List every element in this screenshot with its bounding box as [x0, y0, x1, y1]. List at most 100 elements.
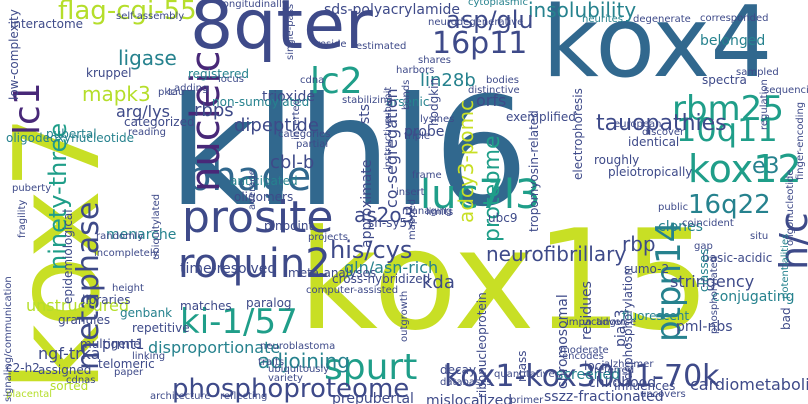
word-ubc9: ubc9	[488, 211, 518, 225]
word-adjoining: adjoining	[258, 349, 350, 373]
word-tauopathies: tauopathies	[596, 111, 727, 136]
word-genbank: genbank	[120, 306, 173, 320]
word-rbp: rbp	[622, 232, 656, 256]
word-cytoplasmic: cytoplasmic	[468, 0, 528, 8]
word-longitudinally: longitudinally	[220, 0, 288, 10]
word-traits: traits	[258, 357, 285, 368]
word-variety: variety	[268, 373, 303, 384]
word-finger-encoding: finger-encoding	[795, 101, 806, 180]
word-interactome: interactome	[10, 17, 84, 31]
word-primer: primer	[510, 395, 544, 404]
word-ngf-trka: ngf-trka	[38, 344, 101, 363]
word-chromosomal: chromosomal	[555, 294, 571, 389]
word-managing: managing	[402, 206, 453, 217]
word-influences: influences	[614, 379, 676, 393]
word-8qter: 8qter	[190, 0, 373, 65]
word-kox4: kox4	[542, 0, 773, 100]
word-public: public	[658, 202, 689, 213]
word-arsenic: arsenic	[386, 95, 430, 109]
word-mapk3: mapk3	[82, 82, 151, 106]
word-prmt1: prmt1	[102, 337, 145, 353]
word-ubiquitously: ubiquitously	[268, 364, 330, 375]
word-pkc: pkc	[158, 87, 176, 98]
word-frame: frame	[412, 170, 442, 181]
word-stringency: stringency	[670, 272, 755, 291]
word-pleiotropically: pleiotropically	[608, 165, 693, 179]
word-regulation: regulation	[759, 79, 770, 130]
word-randomly: randomly	[96, 231, 144, 242]
word-kruppel: kruppel	[86, 66, 132, 80]
word-tropomyosin-related: tropomyosin-related	[527, 110, 541, 232]
word-adverse: adverse	[596, 317, 637, 328]
word-exemplified: exemplified	[506, 110, 576, 124]
word-distinctive: distinctive	[468, 85, 520, 96]
word-roquin2: roquin2	[178, 241, 331, 287]
word-klhl6: klhl6	[168, 66, 529, 240]
word-repetitive: repetitive	[132, 321, 190, 335]
word-phosphorylated: phosphorylated	[709, 255, 720, 334]
word-impacting: impacting	[566, 317, 616, 328]
word-instructive: instructive	[383, 117, 394, 170]
word-projects: projects	[308, 232, 348, 243]
word-paralog: paralog	[246, 296, 292, 310]
word-european: european	[614, 119, 662, 130]
word-ligase: ligase	[118, 46, 177, 70]
word-sorted: sorted	[50, 379, 89, 393]
word-placental: placental	[6, 389, 53, 400]
word-sequencing: sequencing	[764, 85, 808, 96]
word-lin28b: lin28b	[420, 70, 476, 91]
word-adding: adding	[174, 83, 209, 94]
word-basic-acidic: basic-acidic	[702, 251, 773, 265]
word-hodgkin: hodgkin	[427, 77, 441, 126]
word-time-resolved: time-resolved	[180, 261, 277, 277]
word-assigned: assigned	[38, 363, 92, 377]
word-multigene: multigene	[80, 337, 141, 351]
word-uncovers: uncovers	[640, 389, 686, 400]
word-single-pass: single-pass	[285, 3, 296, 60]
word-residues: residues	[579, 281, 595, 340]
word-bad: bad	[779, 307, 793, 330]
word-10q11: 10q11	[676, 111, 778, 149]
word-asp-glu: asp/glu	[446, 6, 534, 34]
word-phosphoproteome: phosphoproteome	[172, 374, 410, 404]
word-cdna: cdna	[300, 75, 325, 86]
word-menarche: menarche	[106, 227, 177, 243]
word-gln-asn-rich: gln/asn-rich	[344, 258, 439, 277]
word-fluorescent: fluorescent	[622, 309, 690, 323]
word-fragility: fragility	[17, 199, 28, 238]
word-clones: clones	[658, 219, 703, 235]
word-kox12: kox12	[688, 147, 802, 191]
word-rbm25: rbm25	[672, 89, 784, 129]
word-mapped: mapped	[407, 198, 418, 240]
word-bands: bands	[401, 79, 412, 110]
word-non-sumoylated: non-sumoylated	[212, 95, 310, 109]
word-kda: kda	[422, 272, 455, 293]
word-incompletely: incompletely	[94, 248, 159, 259]
word-identical: identical	[628, 135, 680, 149]
word-estimated: estimated	[356, 41, 407, 52]
word-situ: situ	[750, 231, 769, 242]
word-kox1-kox30u1-70k: kox1-kox30u1-70k	[444, 359, 720, 394]
word-inserted: inserted	[291, 98, 302, 140]
word-proteome: proteome	[480, 135, 505, 242]
word-neurodegenerative: neurodegenerative	[428, 17, 524, 28]
word-as2o3: as2o3	[354, 203, 415, 227]
word-screened: screened	[556, 367, 621, 383]
word-moderate: moderate	[560, 345, 609, 356]
word-anticipated: anticipated	[230, 174, 298, 188]
word-dipeptide: dipeptide	[234, 115, 319, 136]
word-outgrowth: outgrowth	[399, 290, 410, 342]
word-sszz-fractionated: sszz-fractionated	[544, 389, 664, 404]
word-locus: locus	[218, 74, 244, 85]
word-ribonucleoprotein: ribonucleoprotein	[475, 292, 489, 398]
word-telomeric: telomeric	[98, 357, 155, 371]
word-shares: shares	[418, 55, 451, 66]
word-neurofibrillary: neurofibrillary	[486, 242, 627, 266]
word-sts: sts	[357, 103, 373, 124]
word-bodies: bodies	[486, 75, 519, 86]
word-discover: discover	[642, 127, 685, 138]
word-mislocalized: mislocalized	[426, 393, 513, 404]
word-quantitative: quantitative	[494, 369, 555, 380]
word-prosite: prosite	[182, 192, 334, 243]
